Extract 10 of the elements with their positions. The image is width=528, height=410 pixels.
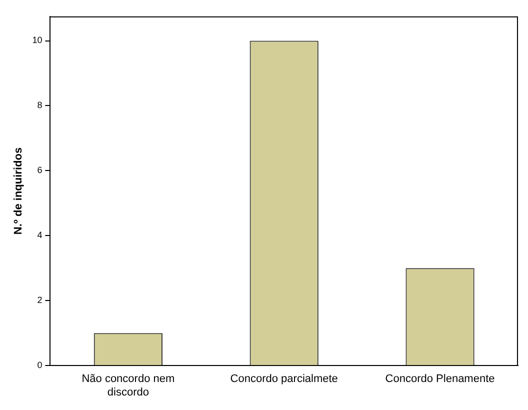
y-tick-label: 8 (37, 100, 42, 110)
y-tick-label: 0 (37, 360, 42, 370)
y-axis-title: N.º de inquiridos (12, 147, 25, 235)
y-tick-label: 4 (37, 230, 42, 240)
x-tick-label: Concordo parcialmete (230, 373, 338, 386)
y-tick-label: 6 (37, 165, 42, 176)
x-tick-label: Concordo Plenamente (385, 373, 495, 386)
y-tick-label: 2 (37, 295, 42, 306)
y-tick-label: 10 (32, 35, 42, 46)
x-tick-label: Não concordo nem discordo (82, 373, 175, 398)
